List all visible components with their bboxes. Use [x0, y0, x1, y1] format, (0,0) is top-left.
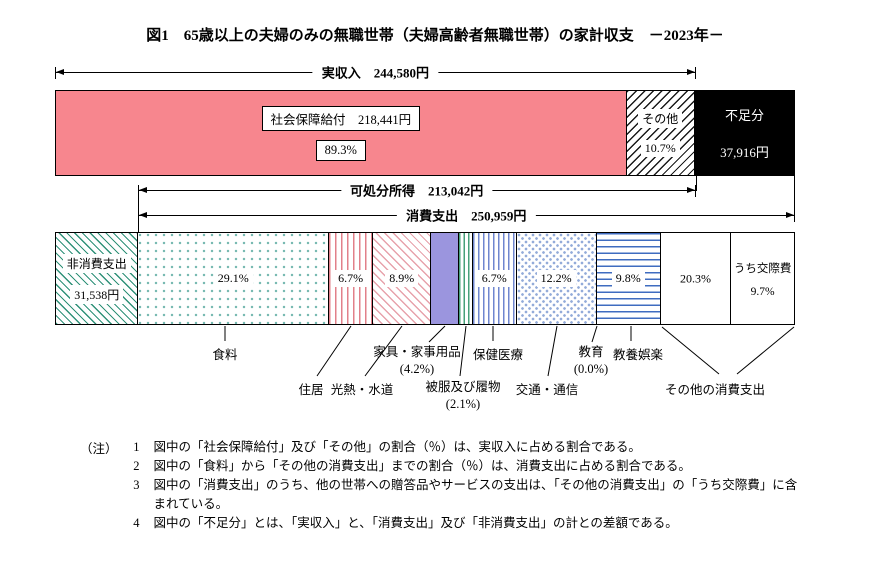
arrowhead-left-icon — [56, 69, 64, 75]
callout-furniture-name: 家具・家事用品 — [373, 345, 461, 359]
income-segment-social-security: 社会保障給付 218,441円 89.3% — [56, 91, 627, 175]
callout-clothing-pct: (2.1%) — [445, 396, 481, 411]
arrowhead-right-icon — [785, 212, 794, 218]
notes-items: 1 図中の「社会保障給付」及び「その他」の割合（％）は、実収入に占める割合である。… — [128, 438, 798, 533]
actual-income-label: 実収入 244,580円 — [312, 62, 438, 82]
arrowhead-right-icon — [686, 69, 695, 75]
arrow-end-tick — [793, 210, 795, 222]
callout-housing: 住居 — [298, 383, 324, 397]
note-text: 図中の「消費支出」のうち、他の世帯への贈答品やサービスの支出は、「その他の消費支… — [153, 478, 798, 511]
non-consumption-label: 非消費支出 — [62, 253, 131, 273]
income-bar: 社会保障給付 218,441円 89.3% その他 10.7% 不足分 37,9… — [55, 90, 795, 176]
notes-prefix: （注） — [80, 442, 118, 456]
callout-recreation: 教養娯楽 — [612, 348, 664, 362]
segment-share-label: 6.7% — [334, 270, 368, 287]
callout-education: 教育 (0.0%) — [574, 344, 608, 378]
expense-segment-non-consumption: 非消費支出 31,538円 — [56, 233, 139, 324]
note-number: 3 — [133, 478, 140, 492]
callout-utilities: 光熱・水道 — [330, 383, 394, 397]
actual-income-arrow: 実収入 244,580円 — [55, 62, 696, 82]
callout-furniture: 家具・家事用品 (4.2%) — [373, 344, 461, 378]
arrow-end-tick — [694, 67, 696, 79]
arrow-end-tick — [55, 67, 56, 79]
other-income-pct: 10.7% — [640, 140, 680, 157]
callout-clothing: 被服及び履物 (2.1%) — [425, 379, 500, 413]
household-balance-chart: 実収入 244,580円 社会保障給付 218,441円 89.3% その他 1… — [55, 58, 795, 436]
non-consumption-labels: 非消費支出 31,538円 — [62, 253, 131, 304]
other-income-label: その他 — [638, 109, 683, 128]
arrow-end-tick — [137, 185, 139, 197]
arrow-end-tick — [694, 185, 696, 197]
social-expenses-box: うち交際費 9.7% — [730, 233, 794, 324]
callout-other-consumption: その他の消費支出 — [664, 383, 766, 397]
note-item: 1 図中の「社会保障給付」及び「その他」の割合（％）は、実収入に占める割合である。 — [128, 438, 798, 457]
expense-segment-transport: 12.2% — [516, 233, 597, 324]
note-item: 2 図中の「食料」から「その他の消費支出」までの割合（％）は、消費支出に占める割合… — [128, 457, 798, 476]
arrowhead-right-icon — [686, 187, 695, 193]
disposable-income-arrow: 可処分所得 213,042円 — [137, 180, 696, 200]
note-text: 図中の「社会保障給付」及び「その他」の割合（％）は、実収入に占める割合である。 — [153, 440, 641, 454]
expense-bar: 非消費支出 31,538円 29.1% 6.7% 8.9% 6.7% 12.2% 9.8%… — [55, 232, 795, 325]
social-security-labels: 社会保障給付 218,441円 89.3% — [261, 105, 421, 161]
consumption-end-guide — [794, 176, 795, 216]
note-number: 4 — [133, 516, 140, 530]
note-item: 4 図中の「不足分」とは、「実収入」と、「消費支出」及び「非消費支出」の計との差額… — [128, 514, 798, 533]
expense-segment-recreation: 9.8% — [596, 233, 661, 324]
deficit-labels: 不足分 37,916円 — [720, 102, 769, 164]
callout-education-pct: (0.0%) — [573, 361, 609, 376]
segment-share-label: 8.9% — [385, 270, 419, 287]
callout-health: 保健医療 — [472, 348, 524, 362]
note-text: 図中の「食料」から「その他の消費支出」までの割合（％）は、消費支出に占める割合で… — [153, 459, 691, 473]
expense-segment-other_consumption: 20.3% うち交際費 9.7% — [660, 233, 794, 324]
callout-furniture-pct: (4.2%) — [399, 361, 435, 376]
other-income-labels: その他 10.7% — [638, 109, 683, 157]
notes-section: （注） 1 図中の「社会保障給付」及び「その他」の割合（％）は、実収入に占める割合… — [80, 438, 798, 533]
callout-connector-lines — [224, 325, 795, 377]
expense-segment-food: 29.1% — [138, 233, 330, 324]
callout-education-name: 教育 — [578, 345, 604, 359]
income-segment-deficit: 不足分 37,916円 — [694, 91, 794, 175]
social-expenses-pct: 9.7% — [750, 285, 775, 298]
segment-share-label: 9.8% — [611, 270, 645, 287]
note-number: 2 — [133, 459, 140, 473]
callout-food: 食料 — [212, 348, 238, 362]
segment-share-label: 20.3% — [679, 271, 711, 285]
income-end-guide — [695, 176, 697, 191]
note-text: 図中の「不足分」とは、「実収入」と、「消費支出」及び「非消費支出」の計との差額で… — [153, 516, 678, 530]
figure-title: 図1 65歳以上の夫婦のみの無職世帯（夫婦高齢者無職世帯）の家計収支 －2023… — [146, 28, 724, 44]
segment-share-label: 12.2% — [536, 270, 576, 287]
note-number: 1 — [133, 440, 140, 454]
expense-segment-clothing — [458, 233, 473, 324]
note-item: 3 図中の「消費支出」のうち、他の世帯への贈答品やサービスの支出は、「その他の消費… — [128, 476, 798, 514]
callout-clothing-name: 被服及び履物 — [425, 380, 501, 394]
deficit-value: 37,916円 — [720, 145, 769, 160]
expense-segment-housing: 6.7% — [329, 233, 374, 324]
disposable-income-label: 可処分所得 213,042円 — [341, 180, 493, 200]
social-security-pct: 89.3% — [315, 139, 366, 161]
arrow-end-tick — [137, 210, 139, 222]
arrowhead-left-icon — [138, 212, 147, 218]
arrowhead-left-icon — [138, 187, 147, 193]
non-consumption-value: 31,538円 — [70, 284, 124, 304]
expense-segment-utilities: 8.9% — [373, 233, 432, 324]
social-security-label: 社会保障給付 218,441円 — [261, 105, 421, 131]
expense-segment-furniture — [431, 233, 459, 324]
segment-share-label: 29.1% — [213, 270, 253, 287]
expense-segment-health: 6.7% — [472, 233, 517, 324]
consumption-arrow: 消費支出 250,959円 — [137, 205, 795, 225]
callout-transport: 交通・通信 — [515, 383, 579, 397]
income-segment-other: その他 10.7% — [626, 91, 695, 175]
social-expenses-label: うち交際費 — [733, 262, 792, 275]
deficit-label: 不足分 — [724, 108, 764, 123]
segment-share-label: 6.7% — [477, 270, 511, 287]
consumption-label: 消費支出 250,959円 — [397, 205, 536, 225]
